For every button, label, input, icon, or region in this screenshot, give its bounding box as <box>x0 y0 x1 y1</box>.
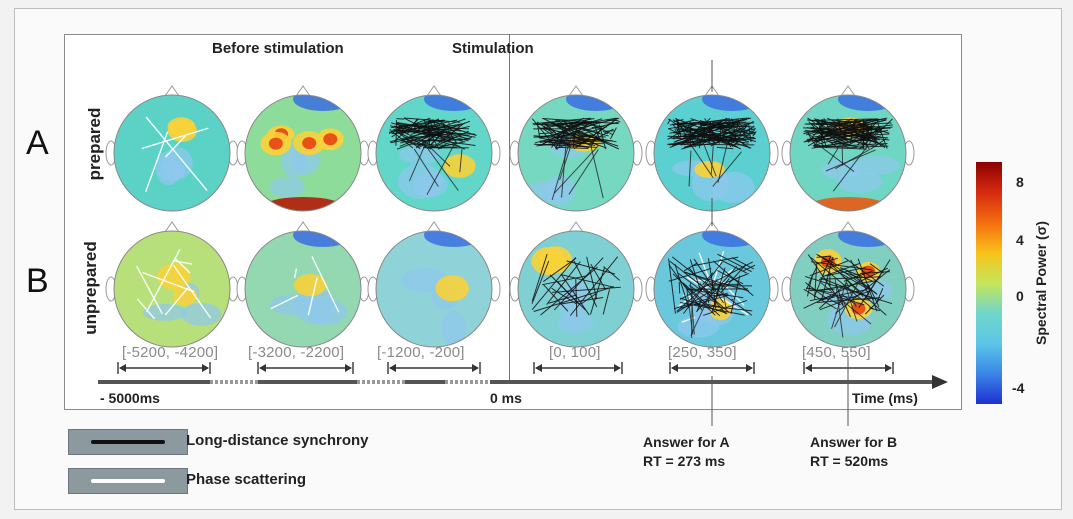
header-before-stimulation: Before stimulation <box>212 40 344 57</box>
scalp-map <box>509 85 643 212</box>
window-label-6: [450, 550] <box>802 344 871 361</box>
nose <box>840 85 856 97</box>
answer-b-line2: RT = 520ms <box>810 453 889 469</box>
nose <box>840 221 856 233</box>
axis-end-label: Time (ms) <box>852 390 918 406</box>
row-letter-b: B <box>26 262 49 300</box>
axis-zero-label: 0 ms <box>490 390 522 406</box>
legend-line-white <box>91 479 165 483</box>
nose <box>164 221 180 233</box>
nose <box>568 85 584 97</box>
scalp-map <box>509 221 643 348</box>
scalp-map <box>105 85 239 212</box>
nose <box>426 85 442 97</box>
header-stimulation: Stimulation <box>452 40 534 57</box>
scalp-map <box>236 221 370 348</box>
row-letter-a: A <box>26 124 49 162</box>
answer-a-line2: RT = 273 ms <box>643 453 726 469</box>
colorbar-tick-0: 0 <box>1016 288 1024 304</box>
answer-a-annotation: Answer for A RT = 273 ms <box>643 433 730 471</box>
answer-a-line1: Answer for A <box>643 434 730 450</box>
nose <box>164 85 180 97</box>
legend-line-black <box>91 440 165 444</box>
scalp-map <box>105 221 239 348</box>
window-label-3: [-1200, -200] <box>377 344 465 361</box>
colorbar <box>976 162 1002 404</box>
scalp-map <box>367 221 501 348</box>
nose <box>295 85 311 97</box>
nose <box>295 221 311 233</box>
scalp-map <box>645 221 779 348</box>
legend-label-scattering: Phase scattering <box>186 471 307 488</box>
legend-swatch-scattering <box>68 468 188 494</box>
nose <box>568 221 584 233</box>
window-label-2: [-3200, -2200] <box>248 344 345 361</box>
window-label-1: [-5200, -4200] <box>122 344 219 361</box>
colorbar-tick-4: 4 <box>1016 232 1024 248</box>
scalp-map <box>645 85 779 212</box>
legend-swatch-synchrony <box>68 429 188 455</box>
scalp-map <box>236 85 370 212</box>
stimulation-onset-line <box>509 34 510 384</box>
window-label-5: [250, 350] <box>668 344 737 361</box>
window-label-4: [0, 100] <box>549 344 601 361</box>
answer-b-annotation: Answer for B RT = 520ms <box>810 433 897 471</box>
answer-b-line1: Answer for B <box>810 434 898 450</box>
colorbar-tick-minus4: -4 <box>1012 380 1025 396</box>
axis-start-label: - 5000ms <box>100 390 160 406</box>
nose <box>426 221 442 233</box>
colorbar-title: Spectral Power (σ) <box>1033 221 1049 345</box>
topography-panel <box>64 34 962 410</box>
colorbar-tick-8: 8 <box>1016 174 1024 190</box>
legend-label-synchrony: Long-distance synchrony <box>186 432 369 449</box>
scalp-map <box>781 221 915 348</box>
scalp-map <box>781 85 915 212</box>
scalp-map <box>367 85 501 212</box>
